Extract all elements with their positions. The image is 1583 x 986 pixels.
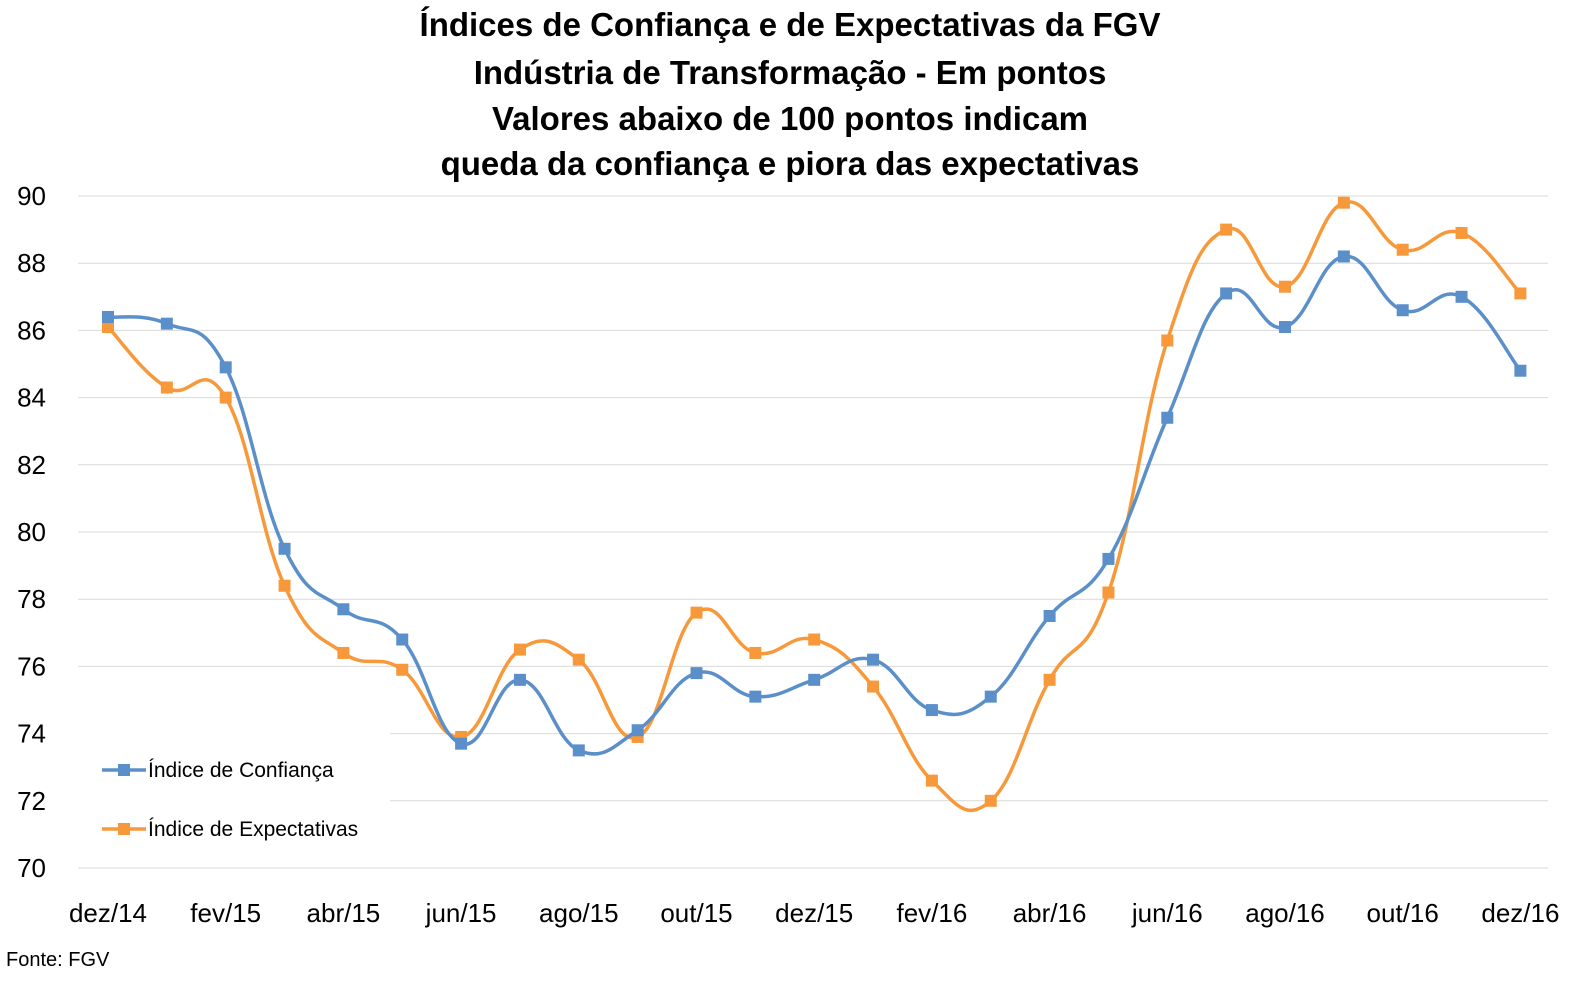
data-point-confianca xyxy=(1043,610,1056,622)
data-point-expectativas xyxy=(925,774,938,787)
x-axis-ticks: dez/14 fev/15 abr/15 jun/15 ago/15 out/15 dez/… xyxy=(69,898,1559,928)
data-point-confianca xyxy=(690,667,703,680)
data-point-expectativas xyxy=(867,680,880,693)
data-point-confianca xyxy=(1337,250,1350,263)
data-point-confianca xyxy=(1455,290,1468,303)
data-point-confianca xyxy=(219,361,232,374)
chart-title-line: Indústria de Transformação - Em pontos xyxy=(474,54,1107,91)
gridlines xyxy=(78,195,1548,869)
y-tick-label: 84 xyxy=(17,383,46,413)
data-point-confianca xyxy=(513,673,526,686)
data-point-expectativas xyxy=(1161,334,1174,347)
series-line-expectativas xyxy=(106,200,1522,813)
y-tick-label: 70 xyxy=(17,853,46,883)
chart-title-line: Índices de Confiança e de Expectativas d… xyxy=(420,6,1161,43)
data-point-confianca xyxy=(160,317,173,330)
data-point-expectativas xyxy=(219,391,232,404)
data-point-confianca xyxy=(1161,411,1174,424)
chart-title-line: queda da confiança e piora das expectati… xyxy=(441,145,1140,182)
data-point-confianca xyxy=(925,704,938,717)
x-tick-label: abr/16 xyxy=(1013,898,1087,928)
data-point-expectativas xyxy=(1514,287,1527,300)
chart-title: Índices de Confiança e de Expectativas d… xyxy=(420,6,1161,182)
x-tick-label: dez/14 xyxy=(69,898,147,928)
legend: Índice de Confiança Índice de Expectativa… xyxy=(102,759,358,841)
x-tick-label: fev/15 xyxy=(190,898,261,928)
y-tick-label: 78 xyxy=(17,584,46,614)
data-point-expectativas xyxy=(160,381,173,394)
x-tick-label: dez/16 xyxy=(1481,898,1559,928)
x-tick-label: out/16 xyxy=(1367,898,1439,928)
legend-marker-expectativas xyxy=(118,823,130,835)
data-point-expectativas xyxy=(1102,586,1115,599)
data-point-confianca xyxy=(1396,304,1409,317)
data-point-expectativas xyxy=(102,321,114,334)
data-point-expectativas xyxy=(337,646,350,659)
x-tick-label: abr/15 xyxy=(307,898,381,928)
data-point-expectativas xyxy=(808,633,821,646)
y-tick-label: 76 xyxy=(17,651,46,681)
x-tick-label: ago/16 xyxy=(1245,898,1325,928)
data-point-expectativas xyxy=(1220,223,1233,236)
x-tick-label: jun/15 xyxy=(425,898,497,928)
data-point-expectativas xyxy=(513,643,526,656)
data-point-expectativas xyxy=(572,653,585,666)
chart-title-line: Valores abaixo de 100 pontos indicam xyxy=(492,100,1088,137)
y-axis-ticks: 70 72 74 76 78 80 82 84 86 88 90 xyxy=(17,181,46,883)
x-tick-label: fev/16 xyxy=(896,898,967,928)
y-tick-label: 86 xyxy=(17,315,46,345)
data-point-confianca xyxy=(984,690,997,703)
x-tick-label: ago/15 xyxy=(539,898,619,928)
data-point-confianca xyxy=(278,542,291,555)
data-point-confianca xyxy=(337,603,350,616)
data-point-confianca xyxy=(631,724,644,737)
x-tick-label: dez/15 xyxy=(775,898,853,928)
data-point-confianca xyxy=(102,310,114,323)
series-lines xyxy=(102,196,1527,813)
x-tick-label: jun/16 xyxy=(1131,898,1203,928)
data-point-confianca xyxy=(1220,287,1233,300)
data-point-confianca xyxy=(867,653,880,666)
data-point-expectativas xyxy=(396,663,409,676)
legend-label-confianca: Índice de Confiança xyxy=(148,759,334,782)
data-point-expectativas xyxy=(1455,226,1468,239)
x-tick-label: out/15 xyxy=(660,898,732,928)
data-point-confianca xyxy=(1102,552,1115,565)
data-point-expectativas xyxy=(1396,243,1409,256)
data-point-confianca xyxy=(808,673,821,686)
data-point-expectativas xyxy=(1337,196,1350,209)
y-tick-label: 74 xyxy=(17,719,46,749)
data-point-expectativas xyxy=(1043,673,1056,686)
data-point-expectativas xyxy=(749,646,762,659)
data-point-expectativas xyxy=(984,794,997,807)
y-tick-label: 90 xyxy=(17,181,46,211)
data-point-expectativas xyxy=(278,579,291,592)
legend-marker-confianca xyxy=(118,764,130,776)
source-note: Fonte: FGV xyxy=(6,949,110,971)
data-point-confianca xyxy=(572,744,585,757)
y-tick-label: 72 xyxy=(17,786,46,816)
data-point-confianca xyxy=(749,690,762,703)
data-point-confianca xyxy=(396,633,409,646)
y-tick-label: 88 xyxy=(17,248,46,278)
data-point-expectativas xyxy=(1279,280,1291,293)
legend-label-expectativas: Índice de Expectativas xyxy=(148,818,358,841)
data-point-confianca xyxy=(455,737,468,750)
data-point-confianca xyxy=(1514,364,1527,377)
data-point-confianca xyxy=(1279,321,1291,334)
y-tick-label: 82 xyxy=(17,450,46,480)
data-point-expectativas xyxy=(690,606,703,619)
y-tick-label: 80 xyxy=(17,517,46,547)
